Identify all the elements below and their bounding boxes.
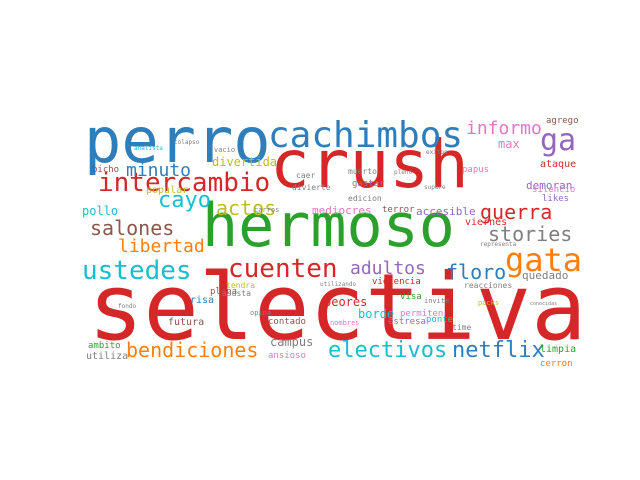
word-likes: likes xyxy=(542,194,570,204)
word-plena: plena xyxy=(210,287,238,297)
word-popular: popular xyxy=(146,185,189,196)
word-perro: perro xyxy=(84,104,271,177)
word-max: max xyxy=(498,137,520,151)
word-exitos: exitos xyxy=(426,149,448,156)
word-futura: futura xyxy=(168,317,205,328)
word-permiten: permiten xyxy=(400,309,444,319)
word-colapso: colapso xyxy=(174,139,200,146)
word-divertida: divertida xyxy=(212,155,278,169)
word-gata: gata xyxy=(505,241,583,279)
word-asusta: asusta xyxy=(222,289,251,298)
word-invite: invite xyxy=(424,297,450,305)
word-estresa: estresa xyxy=(388,317,426,327)
word-campus: campus xyxy=(270,335,314,349)
word-contado: contado xyxy=(268,317,306,327)
word-salones: salones xyxy=(90,216,175,240)
word-ponte: ponte xyxy=(426,315,454,325)
word-conocidas: conocidas xyxy=(530,301,558,307)
word-limpia: limpia xyxy=(540,344,577,355)
word-peores: peores xyxy=(324,295,368,309)
word-mediocres: mediocres xyxy=(312,204,372,217)
word-minuto: minuto xyxy=(126,160,192,181)
word-utiliza: utiliza xyxy=(86,351,129,362)
word-fondo: fondo xyxy=(118,303,137,310)
word-cayo: cayo xyxy=(158,188,211,213)
word-demoran: demoran xyxy=(526,179,573,192)
word-selectiva: selectiva xyxy=(88,254,587,361)
word-ataque: ataque xyxy=(540,159,577,170)
word-agrego: agrego xyxy=(546,116,579,126)
word-time: time xyxy=(452,323,472,332)
word-bicho: bicho xyxy=(92,165,120,175)
word-pleno: pleno xyxy=(394,169,413,176)
word-cerron: cerron xyxy=(540,359,573,369)
word-edicion: edicion xyxy=(348,194,382,203)
word-caer: caer xyxy=(296,171,316,180)
word-cuenten: cuenten xyxy=(228,254,338,284)
word-silencio: silencio xyxy=(532,185,576,195)
word-carros: carros xyxy=(254,206,280,214)
word-hermoso: hermoso xyxy=(202,191,455,261)
word-borde: borde xyxy=(358,307,395,321)
word-representa: representa xyxy=(480,241,517,248)
word-nombres: nombres xyxy=(330,319,360,327)
word-quedado: quedado xyxy=(522,269,569,282)
word-actos: actos xyxy=(216,196,277,220)
word-electivos: electivos xyxy=(328,338,448,363)
word-utilizando: utilizando xyxy=(320,281,357,288)
word-opina: opina xyxy=(250,309,272,317)
word-informo: informo xyxy=(466,118,542,139)
word-ustedes: ustedes xyxy=(82,256,192,286)
word-reacciones: reacciones xyxy=(464,281,513,290)
word-gastar: gastar xyxy=(352,179,385,189)
word-guerra: guerra xyxy=(480,200,553,224)
word-terror: terror xyxy=(382,205,415,215)
word-accesible: accesible xyxy=(416,205,476,218)
word-tendra: tendra xyxy=(226,281,255,290)
word-ga: ga xyxy=(540,123,577,158)
word-analista: analista xyxy=(134,145,163,152)
word-packs: packs xyxy=(478,299,500,307)
word-papus: papus xyxy=(462,165,490,175)
word-vacio: vacio xyxy=(214,146,236,154)
word-violencia: violencia xyxy=(372,277,421,287)
word-adultos: adultos xyxy=(350,258,426,279)
word-floro: floro xyxy=(446,260,507,284)
word-cachimbos: cachimbos xyxy=(268,115,464,156)
word-pollo: pollo xyxy=(82,204,119,218)
word-ambito: ambito xyxy=(88,341,121,351)
word-muerto: muerto xyxy=(348,167,377,176)
word-crush: crush xyxy=(270,126,469,203)
word-bendiciones: bendiciones xyxy=(126,338,259,362)
word-viernes: viernes xyxy=(465,217,508,228)
word-ansioso: ansioso xyxy=(268,351,306,361)
word-supere: supere xyxy=(424,184,446,191)
word-visa: visa xyxy=(400,292,422,302)
word-risa: risa xyxy=(190,295,215,306)
word-libertad: libertad xyxy=(118,236,205,257)
word-intercambio: intercambio xyxy=(98,168,271,198)
word-divierte: divierte xyxy=(292,183,331,192)
word-netflix: netflix xyxy=(452,338,545,363)
word-stories: stories xyxy=(488,222,573,246)
